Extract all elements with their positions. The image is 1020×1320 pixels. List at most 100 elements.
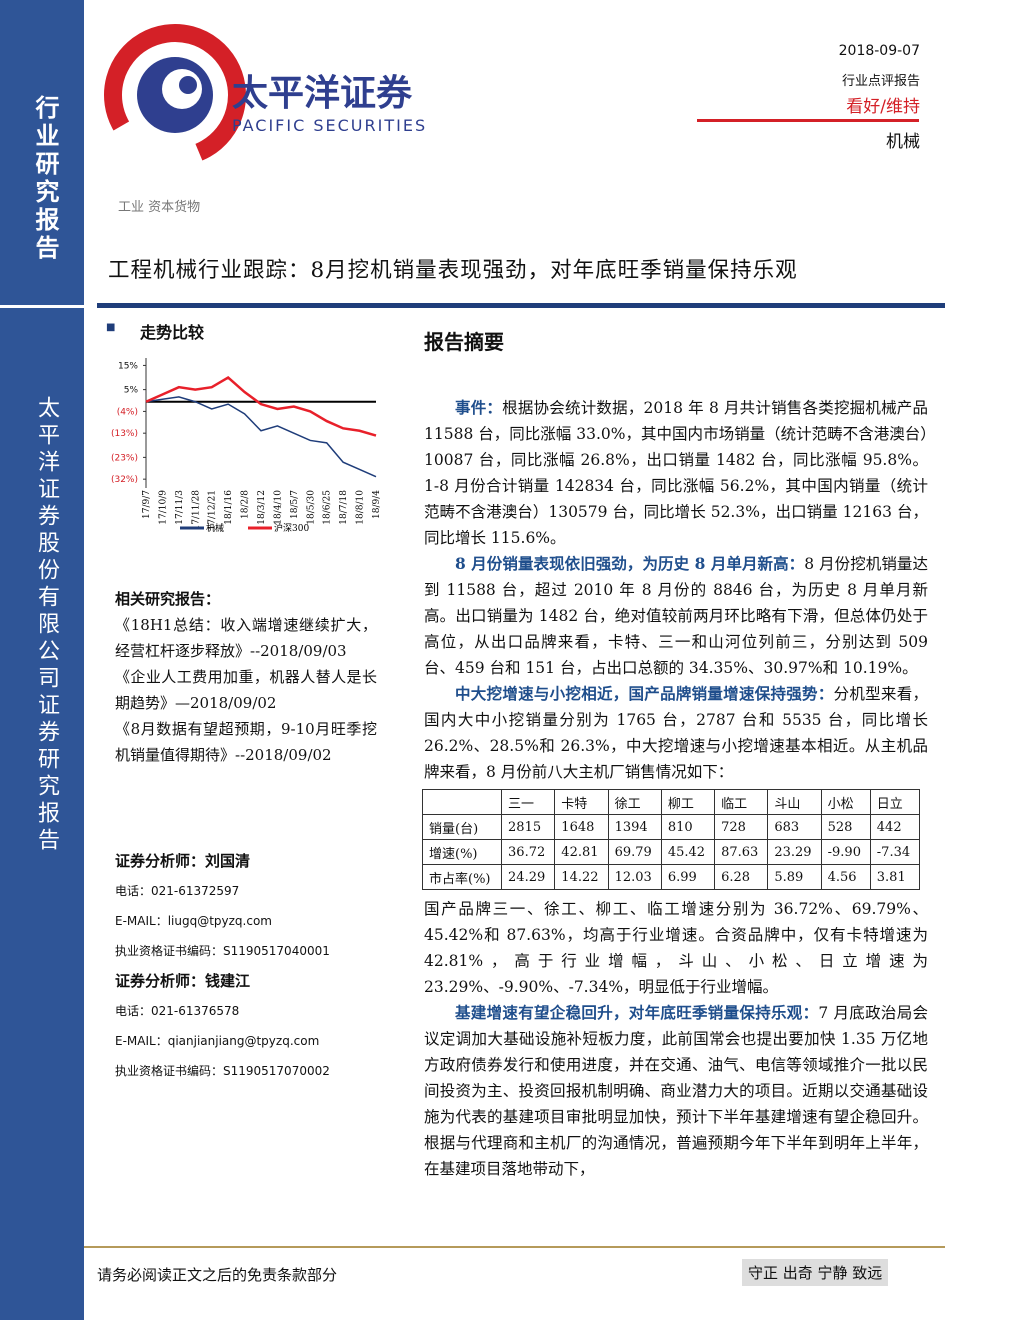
analyst-cert: 执业资格证书编码：S1190517040001 xyxy=(115,944,330,958)
analyst-phone: 电话：021-61376578 xyxy=(115,1004,240,1018)
date: 2018-09-07 xyxy=(838,43,920,59)
table-cell: 45.42 xyxy=(660,839,716,865)
x-tick-label: 18/2/8 xyxy=(241,490,251,519)
rating-rule xyxy=(697,119,919,122)
row-label: 市占率(%) xyxy=(421,864,503,890)
title-rule xyxy=(97,303,945,308)
x-tick-label: 17/10/9 xyxy=(158,490,168,525)
legend-label: 沪深300 xyxy=(274,522,309,534)
table-header: 斗山 xyxy=(767,789,822,815)
table-cell: 24.29 xyxy=(501,864,556,890)
table-cell: 2815 xyxy=(501,814,556,840)
table-header: 柳工 xyxy=(660,789,716,815)
sector: 工业 资本货物 xyxy=(118,200,201,215)
table-header: 三一 xyxy=(501,789,556,815)
table-cell: 12.03 xyxy=(607,864,662,890)
table-cell: -9.90 xyxy=(820,839,871,865)
table-header: 卡特 xyxy=(554,789,609,815)
related-item: 《18H1总结：收入端增速继续扩大，经营杠杆逐步释放》--2018/09/03 xyxy=(115,616,377,660)
paragraph-text: 国产品牌三一、徐工、柳工、临工增速分别为 36.72%、69.79%、45.42… xyxy=(424,900,928,996)
x-tick-label: 17/12/21 xyxy=(208,490,218,530)
x-tick-label: 18/4/10 xyxy=(273,490,283,525)
table-header: 临工 xyxy=(714,789,769,815)
analyst-heading: 证券分析师：钱建江 xyxy=(115,966,385,996)
table-cell: 4.56 xyxy=(820,864,871,890)
x-tick-label: 17/11/28 xyxy=(191,490,201,531)
related-item: 《8月数据有望超预期，9-10月旺季挖机销量值得期待》--2018/09/02 xyxy=(115,720,377,764)
analyst-phone: 电话：021-61372597 xyxy=(115,884,240,898)
trend-heading: 走势比较 xyxy=(140,323,205,342)
table-cell: -7.34 xyxy=(869,839,921,865)
summary-body: 事件：根据协会统计数据，2018 年 8 月共计销售各类挖掘机械产品 11588… xyxy=(421,395,928,1182)
sidebar-top: 行业研究报告 xyxy=(0,0,84,305)
x-tick-label: 18/9/4 xyxy=(372,490,382,519)
paragraph-lead: 事件： xyxy=(455,398,503,417)
x-tick-label: 18/6/25 xyxy=(323,490,333,525)
y-tick-label: (4%) xyxy=(117,407,138,417)
related-item: 《企业人工费用加重，机器人替人是长期趋势》—2018/09/02 xyxy=(115,668,377,712)
paragraph-lead: 基建增速有望企稳回升，对年底旺季销量保持乐观： xyxy=(455,1003,819,1022)
table-cell: 87.63 xyxy=(714,839,769,865)
analyst-name: 刘国清 xyxy=(205,852,251,870)
bullet: ■ xyxy=(106,322,116,333)
logo-ring xyxy=(104,24,246,166)
sidebar-bottom: 太平洋证券股份有限公司证券研究报告 xyxy=(0,308,84,1320)
disclaimer: 请务必阅读正文之后的免责条款部分 xyxy=(97,1266,338,1284)
logo-en: PACIFIC SECURITIES xyxy=(232,116,427,135)
y-tick-label: 5% xyxy=(124,386,139,396)
trend-chart: 15% 5% (4%) (13%) (23%) (32%) 17/9/7 17/10/9 17/… xyxy=(111,358,382,534)
industry: 机械 xyxy=(886,132,920,152)
table-cell: 728 xyxy=(714,814,769,840)
analyst-role: 证券分析师： xyxy=(115,972,206,990)
paragraph: 基建增速有望企稳回升，对年底旺季销量保持乐观：7 月底政治局会议定调加大基础设施… xyxy=(424,1000,928,1182)
logo-dot xyxy=(179,76,197,94)
paragraph: 8 月份销量表现依旧强劲，为历史 8 月单月新高：8 月份挖机销量达到 1158… xyxy=(424,551,928,681)
table-cell: 69.79 xyxy=(607,839,662,865)
paragraph-lead: 中大挖增速与小挖相近，国产品牌销量增速保持强势： xyxy=(455,684,834,703)
table-cell: 5.89 xyxy=(767,864,822,890)
title: 工程机械行业跟踪：8月挖机销量表现强劲，对年底旺季销量保持乐观 xyxy=(108,258,798,283)
sidebar-bottom-text: 太平洋证券股份有限公司证券研究报告 xyxy=(34,396,59,855)
table-corner xyxy=(421,789,503,815)
data-table: 三一 卡特 徐工 柳工 临工 斗山 小松 日立 销量(台) 2815 1648 1394 810 728 6… xyxy=(421,789,921,890)
logo-cn: 太平洋证券 xyxy=(232,73,413,114)
table-cell: 683 xyxy=(767,814,822,840)
table-cell: 36.72 xyxy=(501,839,556,865)
paragraph-text: 根据协会统计数据，2018 年 8 月共计销售各类挖掘机械产品 11588 台，… xyxy=(424,399,928,547)
paragraph-text: 7 月底政治局会议定调加大基础设施补短板力度，此前国常会也提出要加快 1.35 … xyxy=(424,1004,928,1178)
table-cell: 6.99 xyxy=(660,864,716,890)
table-cell: 3.81 xyxy=(869,864,921,890)
table-row: 增速(%) 36.72 42.81 69.79 45.42 87.63 23.29 -9.90… xyxy=(421,839,921,865)
sidebar-top-text: 行业研究报告 xyxy=(31,95,60,263)
analyst-email: E-MAIL：liugq@tpyzq.com xyxy=(115,914,272,928)
paragraph: 事件：根据协会统计数据，2018 年 8 月共计销售各类挖掘机械产品 11588… xyxy=(424,395,928,551)
table-cell: 42.81 xyxy=(554,839,609,865)
x-tick-label: 18/7/18 xyxy=(339,490,349,525)
paragraph: 中大挖增速与小挖相近，国产品牌销量增速保持强势：分机型来看，国内大中小挖销量分别… xyxy=(424,681,928,785)
table-cell: 1394 xyxy=(607,814,662,840)
x-tick-label: 18/3/12 xyxy=(257,490,267,525)
y-tick-label: (32%) xyxy=(111,475,138,485)
paragraph-text: 分机型来看，国内大中小挖销量分别为 1765 台，2787 台和 5535 台，… xyxy=(424,685,928,781)
table-cell: 14.22 xyxy=(554,864,609,890)
row-label: 增速(%) xyxy=(421,839,503,865)
legend-label: 机械 xyxy=(206,522,224,534)
series-line xyxy=(145,396,377,478)
x-tick-label: 18/5/30 xyxy=(306,490,316,525)
table-cell: 442 xyxy=(869,814,921,840)
table-cell: 23.29 xyxy=(767,839,822,865)
logo: 太平洋证券 PACIFIC SECURITIES xyxy=(104,24,427,166)
y-tick-label: 15% xyxy=(118,361,138,371)
y-tick-label: (23%) xyxy=(111,453,138,463)
row-label: 销量(台) xyxy=(421,814,503,840)
paragraph-text: 8 月份挖机销量达到 11588 台，超过 2010 年 8 月份的 8846 … xyxy=(424,555,928,677)
summary-heading: 报告摘要 xyxy=(424,330,504,354)
analyst-role: 证券分析师： xyxy=(115,852,206,870)
x-tick-label: 17/9/7 xyxy=(142,490,152,519)
x-tick-label: 18/5/7 xyxy=(290,490,300,519)
x-tick-label: 18/1/16 xyxy=(224,490,234,525)
table-header: 小松 xyxy=(820,789,871,815)
motto: 守正 出奇 宁静 致远 xyxy=(742,1259,889,1286)
analyst-cert: 执业资格证书编码：S1190517070002 xyxy=(115,1064,330,1078)
table-cell: 1648 xyxy=(554,814,609,840)
